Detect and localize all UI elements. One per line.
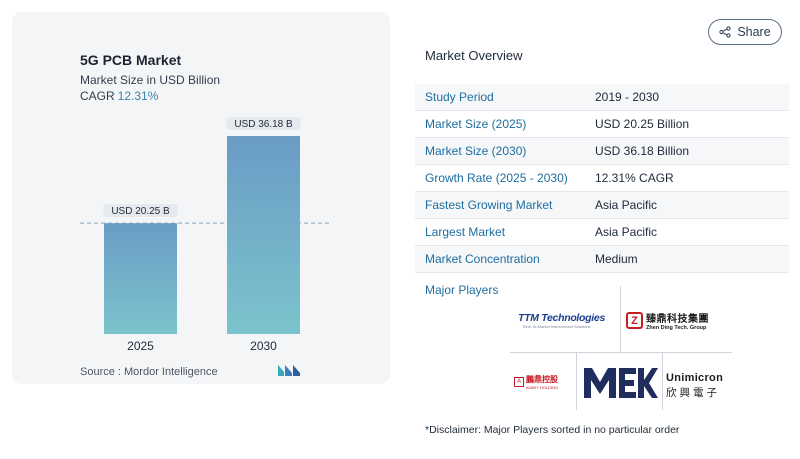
logo-divider xyxy=(576,352,577,410)
mek-logo[interactable] xyxy=(580,364,658,402)
logo-divider xyxy=(620,286,621,352)
overview-row-value: Asia Pacific xyxy=(595,225,658,239)
cagr-label: CAGR xyxy=(80,89,115,103)
overview-row-label: Market Size (2025) xyxy=(425,117,527,131)
overview-row: Market Concentration Medium xyxy=(415,246,789,273)
data-label-bg xyxy=(103,204,178,218)
disclaimer: *Disclaimer: Major Players sorted in no … xyxy=(425,424,680,436)
avary-holding-logo[interactable]: A 鵬鼎控股 AVARY HOLDING xyxy=(514,374,574,390)
ttm-technologies-logo[interactable]: TTM Technologies Time-To-Market Intercon… xyxy=(518,312,605,329)
overview-row-label: Market Size (2030) xyxy=(425,144,527,158)
bar-chart: USD 20.25 B 2025 USD 36.18 B 2030 xyxy=(80,117,330,353)
source-text: Source : Mordor Intelligence xyxy=(80,366,218,378)
overview-row-value: USD 20.25 Billion xyxy=(595,117,690,131)
zhen-ding-mark-icon: Z xyxy=(626,312,643,329)
data-label: USD 36.18 B xyxy=(234,119,293,130)
overview-row: Fastest Growing Market Asia Pacific xyxy=(415,192,789,219)
overview-row-value: 12.31% CAGR xyxy=(595,171,674,185)
overview-row: Study Period 2019 - 2030 xyxy=(415,84,789,111)
major-players-title: Major Players xyxy=(425,283,499,297)
overview-row-label: Market Concentration xyxy=(425,252,540,266)
zhen-ding-logo[interactable]: Z 臻鼎科技集團 Zhen Ding Tech. Group xyxy=(626,310,730,331)
bar-2030 xyxy=(227,136,300,334)
chart-subtitle: Market Size in USD Billion xyxy=(80,73,221,87)
mordor-intelligence-logo xyxy=(278,365,300,376)
market-overview-table: Study Period 2019 - 2030 Market Size (2025… xyxy=(415,84,789,273)
market-size-card: USD 20.25 B 2025 USD 36.18 B 2030 5G PCB Ma… xyxy=(12,12,390,384)
overview-row: Market Size (2025) USD 20.25 Billion xyxy=(415,111,789,138)
major-players-logos: TTM Technologies Time-To-Market Intercon… xyxy=(510,286,732,410)
chart-cagr: CAGR 12.31% xyxy=(80,89,158,103)
share-icon xyxy=(719,26,731,38)
data-label-bg xyxy=(226,117,301,130)
cagr-value: 12.31% xyxy=(117,89,159,103)
chart-title: 5G PCB Market xyxy=(80,52,182,68)
x-tick-label: 2025 xyxy=(127,339,154,353)
overview-row-label: Study Period xyxy=(425,90,494,104)
data-label: USD 20.25 B xyxy=(111,206,170,217)
share-button[interactable]: Share xyxy=(708,19,782,45)
logo-divider xyxy=(510,352,732,353)
market-overview-title: Market Overview xyxy=(425,48,523,63)
overview-row: Largest Market Asia Pacific xyxy=(415,219,789,246)
avary-mark-icon: A xyxy=(514,377,524,387)
overview-row-label: Fastest Growing Market xyxy=(425,198,553,212)
overview-row: Market Size (2030) USD 36.18 Billion xyxy=(415,138,789,165)
unimicron-logo[interactable]: Unimicron 欣興電子 xyxy=(666,372,724,399)
bar-2025 xyxy=(104,223,177,334)
overview-row-value: 2019 - 2030 xyxy=(595,90,660,104)
overview-row-value: Asia Pacific xyxy=(595,198,658,212)
overview-row-value: Medium xyxy=(595,252,638,266)
share-label: Share xyxy=(737,25,771,39)
overview-row-value: USD 36.18 Billion xyxy=(595,144,690,158)
x-tick-label: 2030 xyxy=(250,339,277,353)
logo-divider xyxy=(662,352,663,410)
overview-row: Growth Rate (2025 - 2030) 12.31% CAGR xyxy=(415,165,789,192)
overview-row-label: Growth Rate (2025 - 2030) xyxy=(425,171,568,185)
overview-row-label: Largest Market xyxy=(425,225,506,239)
